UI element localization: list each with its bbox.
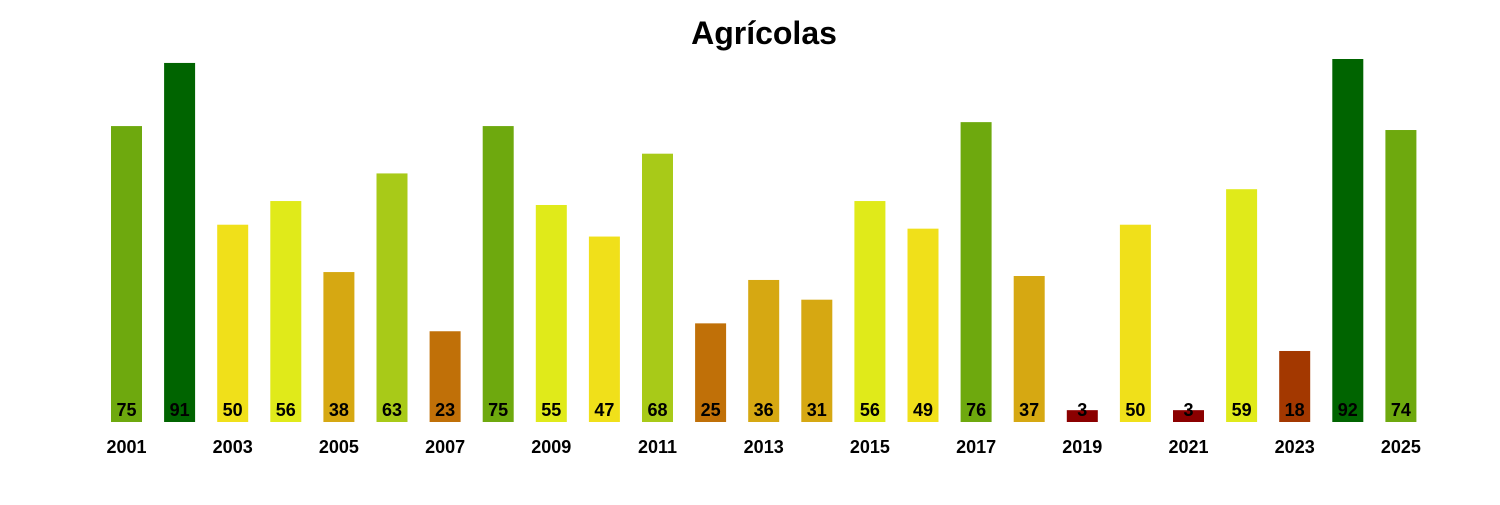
data-label-2019: 3 [1077,400,1087,420]
data-label-2022: 59 [1232,400,1252,420]
x-tick-label-2015: 2015 [850,437,890,457]
bar-2003 [217,224,249,422]
data-label-2021: 3 [1183,400,1193,420]
data-label-2016: 49 [913,400,933,420]
bar-2021 [1173,410,1204,422]
x-tick-label-2009: 2009 [531,437,571,457]
data-label-2006: 63 [382,400,402,420]
x-tick-label-2001: 2001 [106,437,146,457]
bar-2012 [695,323,727,422]
data-label-2015: 56 [860,400,880,420]
data-label-2013: 36 [754,400,774,420]
x-tick-label-2007: 2007 [425,437,465,457]
bar-2022 [1226,189,1258,422]
bar-2023 [1279,350,1311,422]
chart-title: Agrícolas [691,15,837,51]
x-tick-label-2019: 2019 [1062,437,1102,457]
data-label-2018: 37 [1019,400,1039,420]
bar-2025 [1385,130,1417,423]
bar-2008 [482,126,514,423]
data-label-2009: 55 [541,400,561,420]
bar-2010 [588,236,620,422]
bar-2001 [111,126,142,423]
data-label-2005: 38 [329,400,349,420]
bar-2007 [429,331,461,422]
bar-2005 [323,272,355,422]
bar-2011 [642,153,673,422]
bar-2020 [1119,224,1151,422]
bar-2006 [376,173,408,422]
data-label-2008: 75 [488,400,508,420]
data-label-2010: 47 [594,400,614,420]
data-label-2020: 50 [1125,400,1145,420]
data-label-2001: 75 [116,400,136,420]
data-label-2014: 31 [807,400,827,420]
data-label-2024: 92 [1338,400,1358,420]
bar-2016 [907,228,939,422]
bar-2024 [1332,59,1364,422]
data-label-2025: 74 [1391,400,1411,420]
bar-2017 [960,122,992,422]
bar-2013 [748,279,780,422]
x-tick-label-2005: 2005 [319,437,359,457]
x-tick-label-2013: 2013 [744,437,784,457]
bar-2019 [1066,410,1098,422]
data-label-2003: 50 [223,400,243,420]
bar-2004 [270,201,302,422]
x-tick-label-2025: 2025 [1381,437,1421,457]
x-tick-label-2023: 2023 [1275,437,1315,457]
bar-2002 [164,62,196,423]
x-tick-label-2021: 2021 [1168,437,1208,457]
data-label-2017: 76 [966,400,986,420]
bar-2014 [801,299,833,422]
x-tick-label-2017: 2017 [956,437,996,457]
x-tick-label-2003: 2003 [213,437,253,457]
data-label-2004: 56 [276,400,296,420]
x-tick-label-2011: 2011 [638,437,677,457]
data-label-2012: 25 [701,400,721,420]
bar-2015 [854,201,886,422]
data-label-2002: 91 [170,400,190,420]
bar-2009 [535,204,567,422]
bar-2018 [1013,276,1045,422]
data-label-2007: 23 [435,400,455,420]
data-label-2023: 18 [1285,400,1305,420]
data-label-2011: 68 [647,400,667,420]
